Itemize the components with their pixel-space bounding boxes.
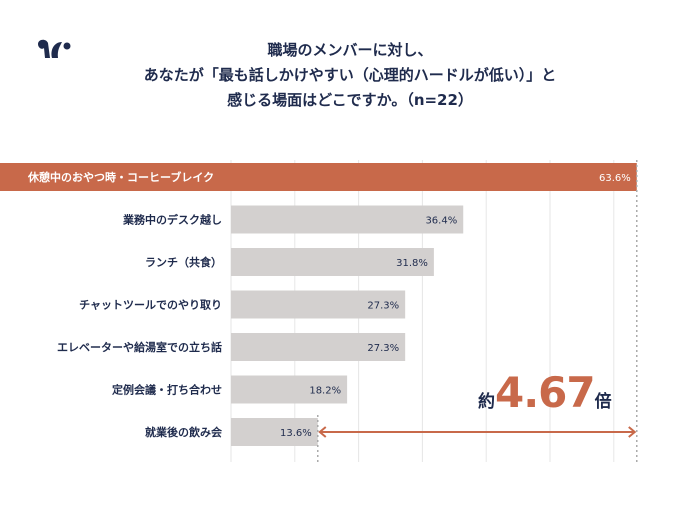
title-line: 感じる場面はどこですか。（n=22） [227, 91, 473, 109]
bar [231, 418, 318, 446]
arrow-head-right [628, 426, 637, 438]
title-line: あなたが「最も話しかけやすい（心理的ハードルが低い）」と [143, 66, 557, 84]
bar [231, 290, 406, 319]
chart-title: 職場のメンバーに対し、 あなたが「最も話しかけやすい（心理的ハードルが低い）」と… [0, 38, 700, 113]
category-label: 就業後の飲み会 [145, 425, 223, 439]
category-label: チャットツールでのやり取り [79, 299, 222, 312]
value-label: 63.6% [599, 173, 631, 184]
highlight-band [0, 163, 637, 191]
callout-prefix: 約 [478, 392, 495, 412]
value-label: 13.6% [280, 428, 312, 439]
bar [231, 333, 406, 361]
arrow-head-left [318, 426, 327, 438]
category-label: 休憩中のおやつ時・コーヒーブレイク [27, 170, 214, 184]
category-label: 業務中のデスク越し [122, 213, 222, 227]
bar [231, 375, 348, 404]
bar [231, 205, 464, 234]
title-line: 職場のメンバーに対し、 [267, 41, 433, 59]
logo-icon [38, 39, 71, 58]
value-label: 27.3% [367, 343, 399, 354]
callout-suffix: 倍 [594, 392, 612, 412]
category-label: 定例会議・打ち合わせ [112, 383, 222, 397]
category-label: エレベーターや給湯室での立ち話 [57, 340, 222, 354]
value-label: 18.2% [309, 386, 341, 397]
bar [231, 248, 434, 276]
callout-value: 4.67 [495, 368, 596, 417]
value-label: 27.3% [367, 301, 399, 312]
ratio-callout: 約4.67倍 [478, 368, 612, 417]
value-label: 36.4% [425, 216, 457, 227]
category-label: ランチ（共食） [145, 255, 222, 269]
value-label: 31.8% [396, 258, 428, 269]
